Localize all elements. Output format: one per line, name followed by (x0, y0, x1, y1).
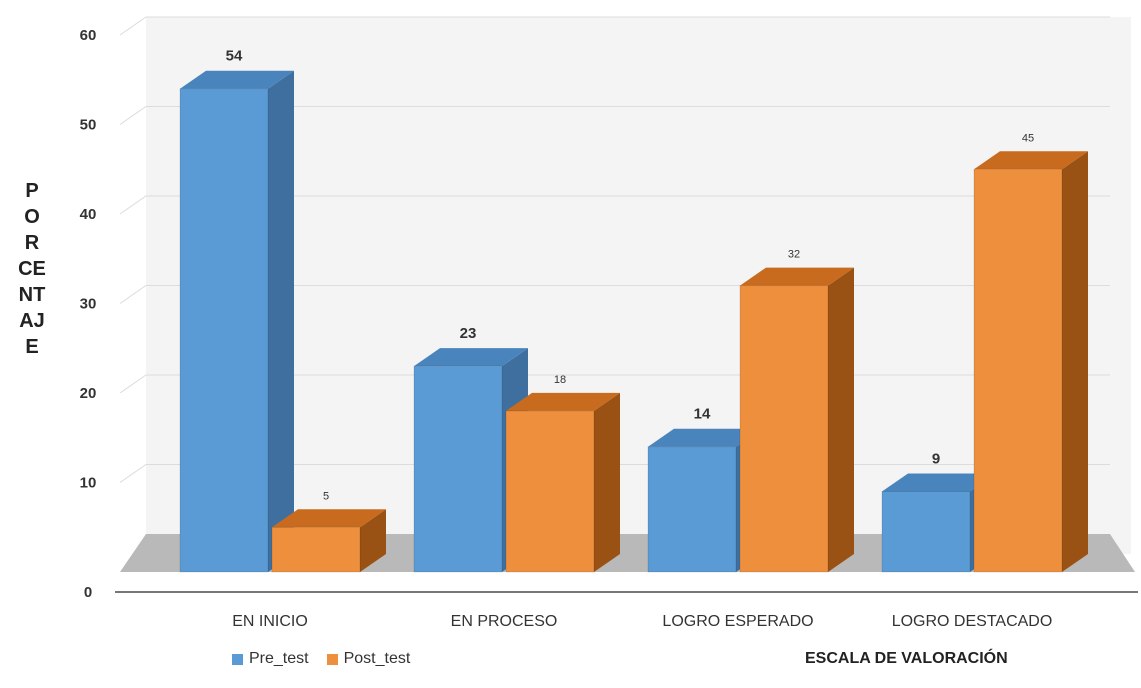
bar-top-pre-test (414, 348, 528, 367)
data-label-post-test: 18 (554, 374, 566, 386)
y-tick-label: 0 (84, 584, 92, 601)
bar-top-post-test (272, 509, 386, 528)
bar-top-pre-test (882, 473, 996, 492)
legend-swatch-post-test (326, 653, 338, 665)
bar-side-post-test (360, 509, 386, 572)
data-label-pre-test: 14 (694, 406, 711, 423)
data-label-post-test: 32 (788, 249, 800, 261)
y-tick-label: 60 (80, 27, 97, 44)
bar-pre-test (881, 490, 971, 573)
y-axis-label: PORCENTAJE (18, 180, 46, 358)
bar-side-pre-test (268, 70, 294, 572)
y-tick-label: 30 (80, 296, 97, 313)
data-label-post-test: 45 (1022, 132, 1034, 144)
x-axis-label: ESCALA DE VALORACIÓN (805, 650, 1008, 667)
bar-side-post-test (1062, 151, 1088, 572)
gridline (119, 195, 1110, 215)
data-label-pre-test: 23 (460, 325, 477, 342)
gridline (119, 106, 1110, 125)
bar-side-post-test (594, 392, 620, 572)
bar-top-pre-test (180, 70, 294, 89)
bar-side-post-test (828, 267, 854, 572)
y-tick-label: 40 (80, 206, 97, 223)
bar-top-pre-test (648, 428, 762, 447)
data-label-post-test: 5 (323, 490, 329, 502)
bar-pre-test (179, 88, 269, 573)
data-label-pre-test: 9 (932, 450, 940, 467)
x-tick-label: LOGRO DESTACADO (892, 613, 1053, 630)
data-label-pre-test: 54 (226, 48, 243, 65)
y-tick-label: 20 (80, 385, 97, 402)
bar-post-test (271, 526, 361, 573)
legend-item-post-test: Post_test (326, 650, 411, 668)
x-tick-label: LOGRO ESPERADO (662, 613, 813, 630)
legend: Pre_test Post_test (232, 650, 428, 668)
bar-pre-test (647, 446, 737, 573)
x-tick-label: EN INICIO (232, 613, 308, 630)
bar-top-post-test (740, 267, 854, 286)
bar-pre-test (413, 365, 503, 573)
bar-post-test (505, 410, 595, 573)
gridline (119, 16, 1110, 36)
legend-label-post-test: Post_test (343, 650, 411, 667)
y-tick-label: 10 (80, 475, 97, 492)
legend-label-pre-test: Pre_test (249, 650, 309, 667)
y-tick-label: 50 (80, 117, 97, 134)
legend-item-pre-test: Pre_test (232, 650, 309, 668)
x-tick-label: EN PROCESO (451, 613, 558, 630)
bar-post-test (739, 285, 829, 573)
legend-swatch-pre-test (232, 653, 243, 665)
bar-post-test (973, 168, 1063, 573)
bar-top-post-test (974, 151, 1088, 170)
bar-top-post-test (506, 392, 620, 411)
